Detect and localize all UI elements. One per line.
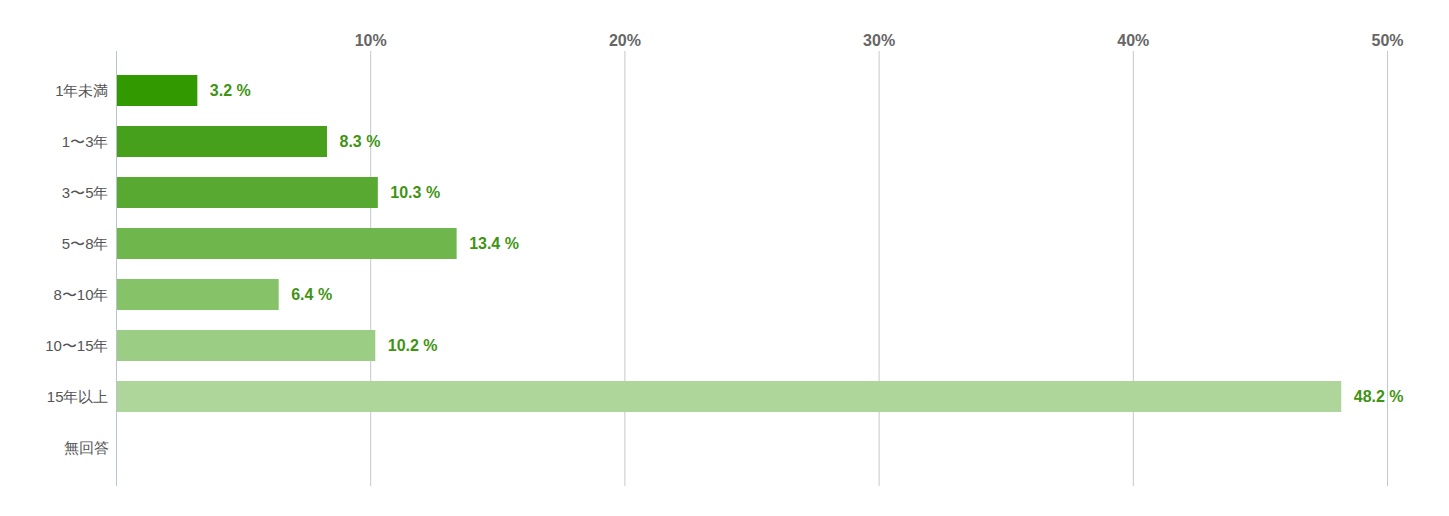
svg-text:20%: 20% <box>609 32 641 49</box>
svg-text:8〜10年: 8〜10年 <box>53 286 108 303</box>
svg-text:無回答: 無回答 <box>64 439 109 456</box>
svg-text:10%: 10% <box>355 32 387 49</box>
svg-text:15年以上: 15年以上 <box>47 388 109 405</box>
svg-text:6.4 %: 6.4 % <box>291 286 332 303</box>
svg-text:10.2 %: 10.2 % <box>388 337 438 354</box>
svg-text:30%: 30% <box>863 32 895 49</box>
svg-text:40%: 40% <box>1117 32 1149 49</box>
svg-text:3.2 %: 3.2 % <box>210 82 251 99</box>
svg-text:5〜8年: 5〜8年 <box>62 235 109 252</box>
svg-text:1年未満: 1年未満 <box>55 82 108 99</box>
svg-text:1〜3年: 1〜3年 <box>62 133 109 150</box>
svg-text:8.3 %: 8.3 % <box>339 133 380 150</box>
svg-text:10.3 %: 10.3 % <box>390 184 440 201</box>
svg-text:3〜5年: 3〜5年 <box>62 184 109 201</box>
svg-text:10〜15年: 10〜15年 <box>45 337 108 354</box>
svg-text:48.2 %: 48.2 % <box>1354 388 1404 405</box>
svg-text:50%: 50% <box>1371 32 1403 49</box>
svg-text:13.4 %: 13.4 % <box>469 235 519 252</box>
